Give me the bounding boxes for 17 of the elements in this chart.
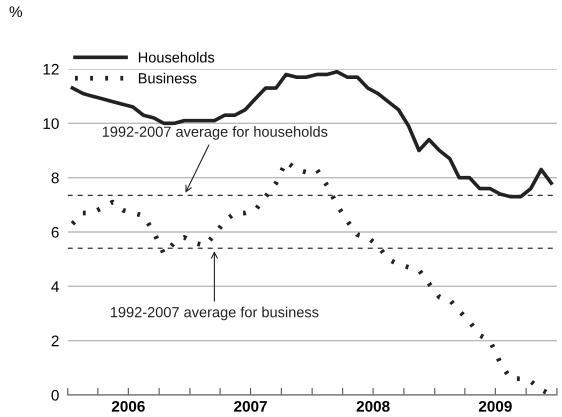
annotation: 1992-2007 average for households — [102, 126, 328, 140]
y-tick-label: 2 — [52, 336, 59, 346]
y-tick-label: 10 — [44, 118, 59, 130]
x-tick-label: 2008 — [356, 400, 390, 412]
y-axis-title: % — [10, 6, 22, 18]
legend-label: Households — [138, 52, 214, 63]
legend-label: Business — [138, 72, 196, 84]
x-tick-label: 2006 — [112, 400, 145, 412]
y-tick-label: 0 — [51, 390, 59, 401]
annotation: 1992-2007 average for business — [110, 306, 318, 320]
x-tick-label: 2009 — [478, 400, 512, 412]
line-series — [70, 70, 554, 198]
y-tick-label: 12 — [44, 64, 59, 75]
y-tick-label: 4 — [51, 281, 59, 292]
x-tick-label: 2007 — [234, 400, 267, 412]
y-tick-label: 8 — [52, 172, 59, 184]
y-tick-label: 6 — [52, 226, 59, 238]
